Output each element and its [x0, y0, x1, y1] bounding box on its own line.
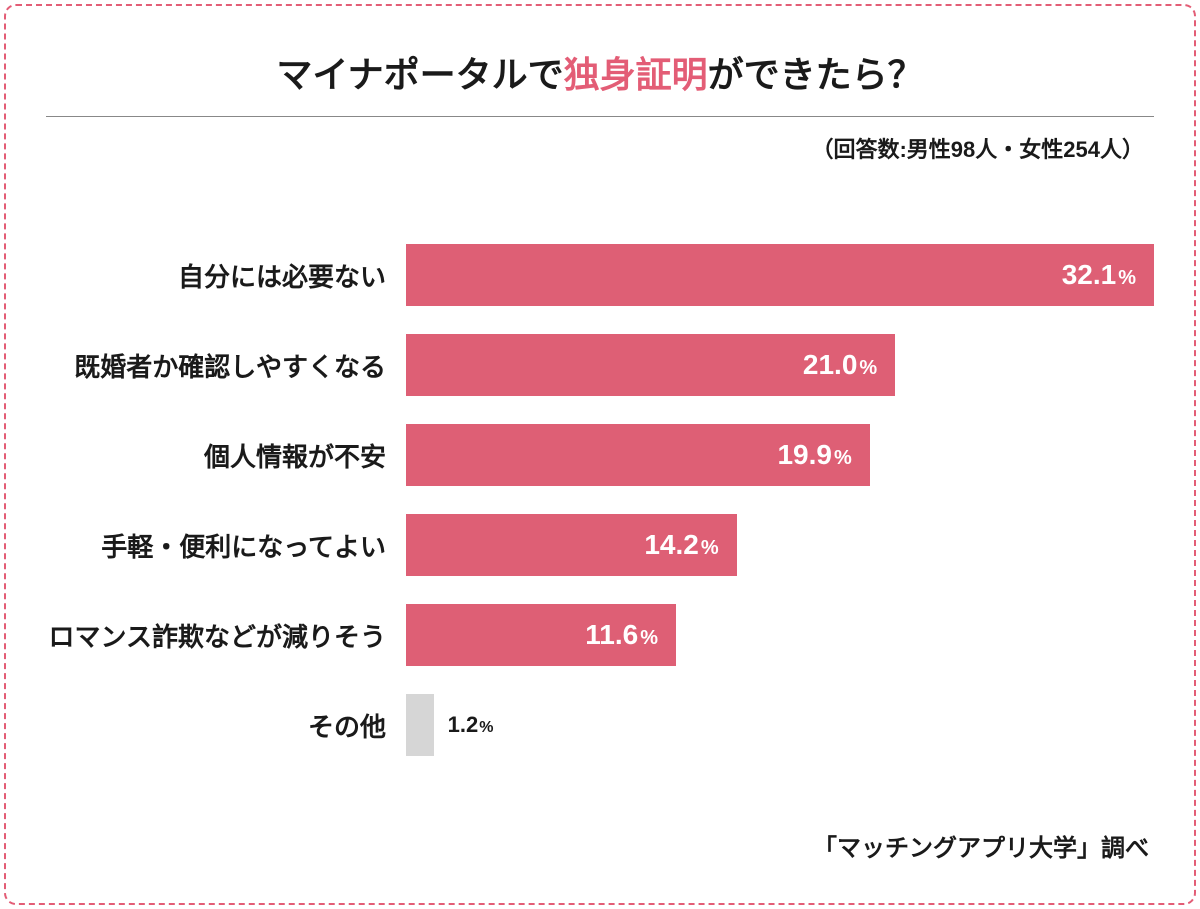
bar-label: その他 — [46, 707, 406, 744]
bar-label: 既婚者か確認しやすくなる — [46, 347, 406, 384]
bar-fill: 14.2% — [406, 514, 737, 576]
chart-title: マイナポータルで独身証明ができたら？ — [26, 46, 1174, 98]
bar-track: 1.2% — [406, 694, 1154, 756]
percent-sign: % — [1118, 267, 1136, 289]
percent-sign: % — [640, 627, 658, 649]
bar-row: 個人情報が不安 19.9% — [46, 424, 1154, 486]
bar-fill: 11.6% — [406, 604, 676, 666]
title-highlight: 独身証明 — [564, 54, 708, 95]
percent-sign: % — [834, 447, 852, 469]
percent-sign: % — [479, 719, 493, 737]
bar-wrap: 11.6% — [406, 604, 1154, 666]
bar-row: 手軽・便利になってよい 14.2% — [46, 514, 1154, 576]
bar-track: 14.2% — [406, 514, 1154, 576]
bar-wrap: 1.2% — [406, 694, 1154, 756]
percent-sign: % — [859, 357, 877, 379]
bar-value: 19.9% — [777, 439, 851, 471]
bar-label: 手軽・便利になってよい — [46, 527, 406, 564]
chart-subtitle: （回答数:男性98人・女性254人） — [26, 132, 1144, 164]
percent-sign: % — [701, 537, 719, 559]
bar-row: 自分には必要ない 32.1% — [46, 244, 1154, 306]
bar-track: 11.6% — [406, 604, 1154, 666]
bar-row: その他 1.2% — [46, 694, 1154, 756]
bar-label: ロマンス詐欺などが減りそう — [46, 617, 406, 654]
title-suffix: ができたら？ — [708, 54, 924, 95]
bar-row: ロマンス詐欺などが減りそう 11.6% — [46, 604, 1154, 666]
bar-wrap: 14.2% — [406, 514, 1154, 576]
bar-track: 32.1% — [406, 244, 1154, 306]
title-divider — [46, 116, 1154, 117]
bar-value: 11.6% — [585, 619, 658, 651]
bar-wrap: 19.9% — [406, 424, 1154, 486]
bar-value: 21.0% — [803, 349, 877, 381]
bar-fill: 32.1% — [406, 244, 1154, 306]
bar-row: 既婚者か確認しやすくなる 21.0% — [46, 334, 1154, 396]
chart-area: 自分には必要ない 32.1% 既婚者か確認しやすくなる 21.0% 個人情報が不安 19.… — [26, 244, 1174, 756]
bar-value: 14.2% — [644, 529, 718, 561]
bar-wrap: 32.1% — [406, 244, 1154, 306]
bar-fill: 21.0% — [406, 334, 895, 396]
bar-track: 21.0% — [406, 334, 1154, 396]
bar-wrap: 21.0% — [406, 334, 1154, 396]
chart-container: マイナポータルで独身証明ができたら？ （回答数:男性98人・女性254人） 自分… — [4, 4, 1196, 905]
bar-fill: 19.9% — [406, 424, 870, 486]
bar-fill — [406, 694, 434, 756]
bar-label: 個人情報が不安 — [46, 437, 406, 474]
bar-track: 19.9% — [406, 424, 1154, 486]
bar-label: 自分には必要ない — [46, 257, 406, 294]
bar-value: 32.1% — [1062, 259, 1136, 291]
title-prefix: マイナポータルで — [276, 54, 563, 95]
chart-footer: 「マッチングアプリ大学」調べ — [813, 828, 1149, 863]
bar-value: 1.2% — [448, 712, 494, 738]
